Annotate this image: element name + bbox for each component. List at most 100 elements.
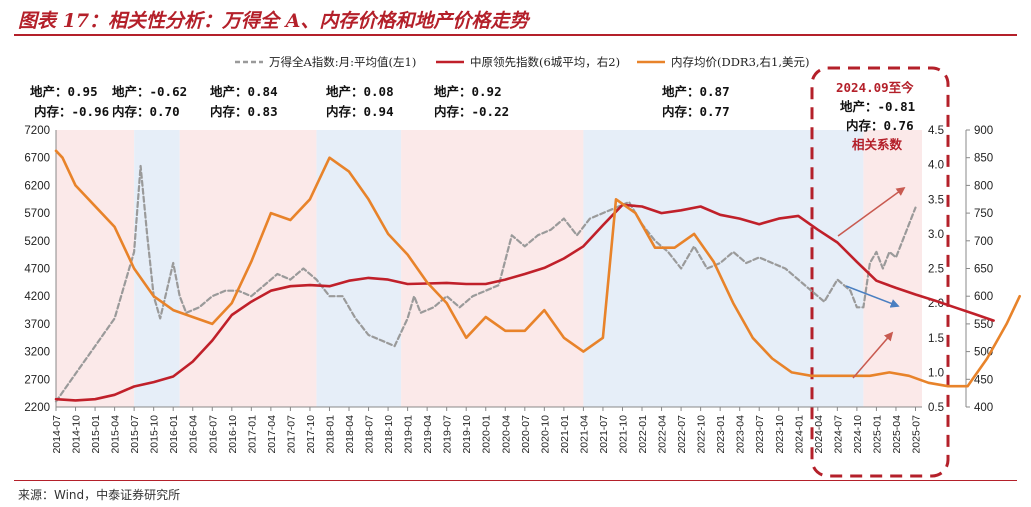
x-tick-label: 2015-04 (110, 415, 122, 454)
x-tick-label: 2016-10 (227, 415, 239, 454)
stat-house-5: 地产：0.87 (662, 84, 730, 99)
legend-label-1: 中原领先指数(6城平均，右2) (470, 55, 620, 69)
x-tick-label: 2016-04 (188, 415, 200, 454)
x-tick-label: 2024-01 (793, 415, 805, 454)
x-tick-label: 2019-10 (461, 415, 473, 454)
trend-arrow-house-down (845, 285, 900, 308)
stat-house-3: 地产：0.08 (326, 84, 394, 99)
y-left-tick-label: 3200 (24, 347, 50, 359)
x-tick-label: 2017-01 (246, 415, 258, 454)
series-lines (54, 149, 1021, 403)
stat-house-2: 地产：0.84 (210, 84, 278, 99)
series-line-2 (54, 149, 1021, 388)
x-tick-label: 2019-01 (403, 415, 415, 454)
x-tick-label: 2023-07 (754, 415, 766, 454)
shade-period-6 (863, 130, 922, 407)
y-right2-tick-label: 800 (974, 180, 993, 192)
x-tick-label: 2016-01 (168, 415, 180, 454)
x-tick-label: 2021-04 (578, 415, 590, 454)
y-left-tick-label: 5200 (24, 236, 50, 248)
y-right2-tick-label: 600 (974, 291, 993, 303)
title-divider (14, 34, 1017, 36)
x-tick-label: 2018-07 (364, 415, 376, 454)
x-tick-label: 2017-07 (285, 415, 297, 454)
x-tick-label: 2024-10 (852, 415, 864, 454)
x-tick-label: 2024-04 (813, 415, 825, 454)
x-tick-label: 2024-07 (832, 415, 844, 454)
shade-period-4 (401, 130, 584, 407)
trend-arrow-ddr-up (852, 331, 894, 379)
source-note: 来源：Wind，中泰证券研究所 (18, 488, 181, 502)
y-right2-tick-label: 550 (974, 319, 993, 331)
x-tick-label: 2021-07 (598, 415, 610, 454)
series-line-0 (54, 164, 917, 403)
x-tick-label: 2015-01 (90, 415, 102, 454)
y-right2-tick-label: 400 (974, 402, 993, 414)
x-tick-label: 2015-07 (129, 415, 141, 454)
y-right1-tick-label: 3.5 (928, 194, 944, 206)
highlight-house: 地产：-0.81 (840, 99, 915, 114)
axes: 2200 2700 3200 3700 4200 4700 5200 5700 6200 6700… (24, 125, 993, 454)
x-tick-label: 2020-01 (481, 415, 493, 454)
trend-arrows (837, 186, 906, 379)
highlight-mem: 内存：0.76 (846, 118, 914, 133)
shade-period-0 (56, 130, 135, 407)
stat-mem-0: 内存：-0.96 (34, 104, 109, 119)
x-tick-label: 2020-07 (520, 415, 532, 454)
x-tick-label: 2023-04 (735, 415, 747, 454)
x-tick-label: 2017-04 (266, 415, 278, 454)
x-tick-label: 2018-01 (324, 415, 336, 454)
x-tick-label: 2015-10 (149, 415, 161, 454)
x-tick-label: 2017-10 (305, 415, 317, 454)
x-tick-label: 2016-07 (207, 415, 219, 454)
y-right2-tick-label: 900 (974, 125, 993, 137)
x-tick-label: 2022-01 (637, 415, 649, 454)
legend-label-2: 内存均价(DDR3,右1,美元) (671, 55, 810, 69)
x-tick-label: 2019-04 (422, 415, 434, 454)
y-left-tick-label: 4200 (24, 291, 50, 303)
y-right2-tick-label: 850 (974, 153, 993, 165)
shade-period-3 (316, 130, 402, 407)
y-right1-tick-label: 3.0 (928, 229, 944, 241)
page-title: 图表 17：相关性分析：万得全 A、内存价格和地产价格走势 (18, 10, 529, 32)
x-tick-label: 2022-04 (657, 415, 669, 454)
x-tick-label: 2020-04 (500, 415, 512, 454)
x-tick-label: 2019-07 (442, 415, 454, 454)
y-right1-tick-label: 4.5 (928, 125, 944, 137)
y-left-tick-label: 6200 (24, 180, 50, 192)
y-left-tick-label: 2700 (24, 374, 50, 386)
chart: 2200 2700 3200 3700 4200 4700 5200 5700 6200 6700… (24, 55, 1021, 478)
y-left-tick-label: 7200 (24, 125, 50, 137)
stat-house-0: 地产：0.95 (30, 84, 98, 99)
x-tick-label: 2025-01 (871, 415, 883, 454)
y-right1-tick-label: 0.5 (928, 402, 944, 414)
y-right1-tick-label: 1.5 (928, 333, 944, 345)
x-tick-label: 2022-07 (676, 415, 688, 454)
trend-arrow-wind-up (837, 186, 906, 237)
x-tick-label: 2021-01 (559, 415, 571, 454)
legend: 万得全A指数:月:平均值(左1) 中原领先指数(6城平均，右2) 内存均价(DDR3… (235, 55, 810, 69)
y-left-tick-label: 6700 (24, 153, 50, 165)
x-tick-label: 2014-07 (51, 415, 63, 454)
highlight-label: 相关系数 (852, 137, 903, 152)
footer-divider (14, 480, 1017, 481)
y-right1-tick-label: 1.0 (928, 367, 944, 379)
highlight-period-box (810, 66, 950, 478)
stat-house-4: 地产：0.92 (434, 84, 502, 99)
y-right1-tick-label: 2.5 (928, 264, 944, 276)
x-tick-label: 2025-04 (891, 415, 903, 454)
y-right2-tick-label: 650 (974, 264, 993, 276)
x-tick-label: 2018-04 (344, 415, 356, 454)
x-tick-label: 2025-07 (910, 415, 922, 454)
x-tick-label: 2018-10 (383, 415, 395, 454)
series-line-1 (54, 203, 995, 402)
stat-house-1: 地产：-0.62 (112, 84, 187, 99)
x-tick-label: 2022-10 (696, 415, 708, 454)
x-tick-label: 2020-10 (539, 415, 551, 454)
stat-mem-1: 内存：0.70 (112, 104, 180, 119)
y-left-tick-label: 4700 (24, 264, 50, 276)
x-tick-label: 2014-10 (71, 415, 83, 454)
x-tick-label: 2023-10 (774, 415, 786, 454)
x-tick-label: 2023-01 (715, 415, 727, 454)
